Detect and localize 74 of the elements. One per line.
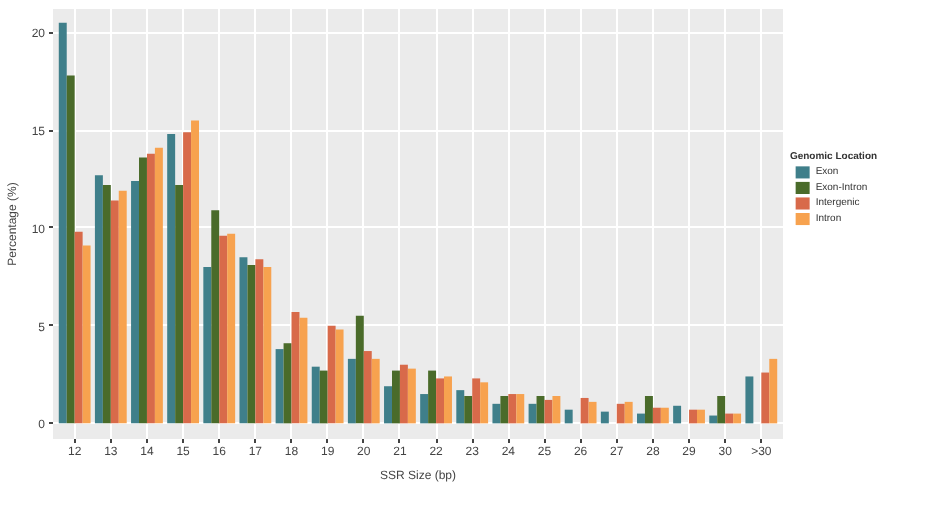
- bar: [239, 257, 248, 424]
- bar: [131, 181, 140, 424]
- bar: [347, 358, 356, 424]
- bar: [444, 376, 452, 424]
- bar: [167, 134, 176, 424]
- bar: [311, 366, 320, 424]
- bar: [263, 267, 272, 424]
- bar: [319, 370, 328, 424]
- bar: [516, 394, 525, 424]
- bar: [94, 175, 103, 424]
- bar: [689, 409, 697, 424]
- bar: [175, 184, 184, 424]
- bar: [219, 235, 228, 424]
- bar: [327, 325, 336, 424]
- bar: [480, 382, 489, 424]
- bar: [673, 405, 682, 424]
- bar: [384, 386, 392, 424]
- bar: [363, 351, 372, 424]
- bar: [139, 157, 147, 424]
- bar: [472, 378, 481, 424]
- bar: [335, 329, 344, 424]
- bar: [616, 403, 625, 424]
- bar: [564, 409, 573, 424]
- bar: [275, 349, 284, 424]
- bar: [191, 120, 199, 424]
- bar: [66, 75, 75, 424]
- bar: [464, 396, 473, 424]
- bar: [255, 259, 264, 424]
- bar: [183, 132, 192, 424]
- bar: [456, 390, 465, 424]
- bar: [407, 368, 416, 424]
- bar: [624, 401, 633, 424]
- bar: [552, 396, 561, 424]
- bar: [600, 411, 609, 424]
- bar: [428, 370, 437, 424]
- bar: [660, 407, 669, 424]
- bar: [588, 401, 597, 424]
- bar: [745, 376, 754, 424]
- bar: [733, 413, 742, 424]
- bar: [769, 358, 778, 424]
- bar: [508, 394, 517, 424]
- bar: [580, 397, 589, 424]
- bar: [544, 399, 553, 424]
- bar: [500, 396, 509, 424]
- bar: [146, 153, 155, 424]
- bar: [696, 409, 705, 424]
- bar: [74, 231, 83, 424]
- bar: [203, 267, 212, 424]
- bar: [637, 413, 645, 424]
- bar: [644, 396, 653, 424]
- bar: [211, 210, 220, 424]
- bar: [110, 200, 119, 424]
- bar: [227, 233, 236, 424]
- bar: [102, 184, 111, 424]
- bar: [709, 415, 718, 424]
- bar: [118, 190, 127, 424]
- bar: [725, 413, 734, 424]
- bar: [717, 396, 726, 424]
- bar: [371, 358, 380, 424]
- bar: [420, 394, 429, 424]
- bar: [761, 372, 770, 424]
- bar: [58, 22, 67, 424]
- bar: [154, 147, 163, 424]
- bar: [82, 245, 91, 424]
- bar: [652, 407, 661, 424]
- bar: [399, 364, 408, 424]
- bar: [492, 403, 501, 424]
- bar: [299, 317, 308, 424]
- bar: [283, 343, 292, 424]
- bar: [355, 315, 364, 424]
- bar: [391, 370, 400, 424]
- bar: [247, 265, 256, 424]
- bar: [528, 403, 537, 424]
- bar: [436, 378, 445, 424]
